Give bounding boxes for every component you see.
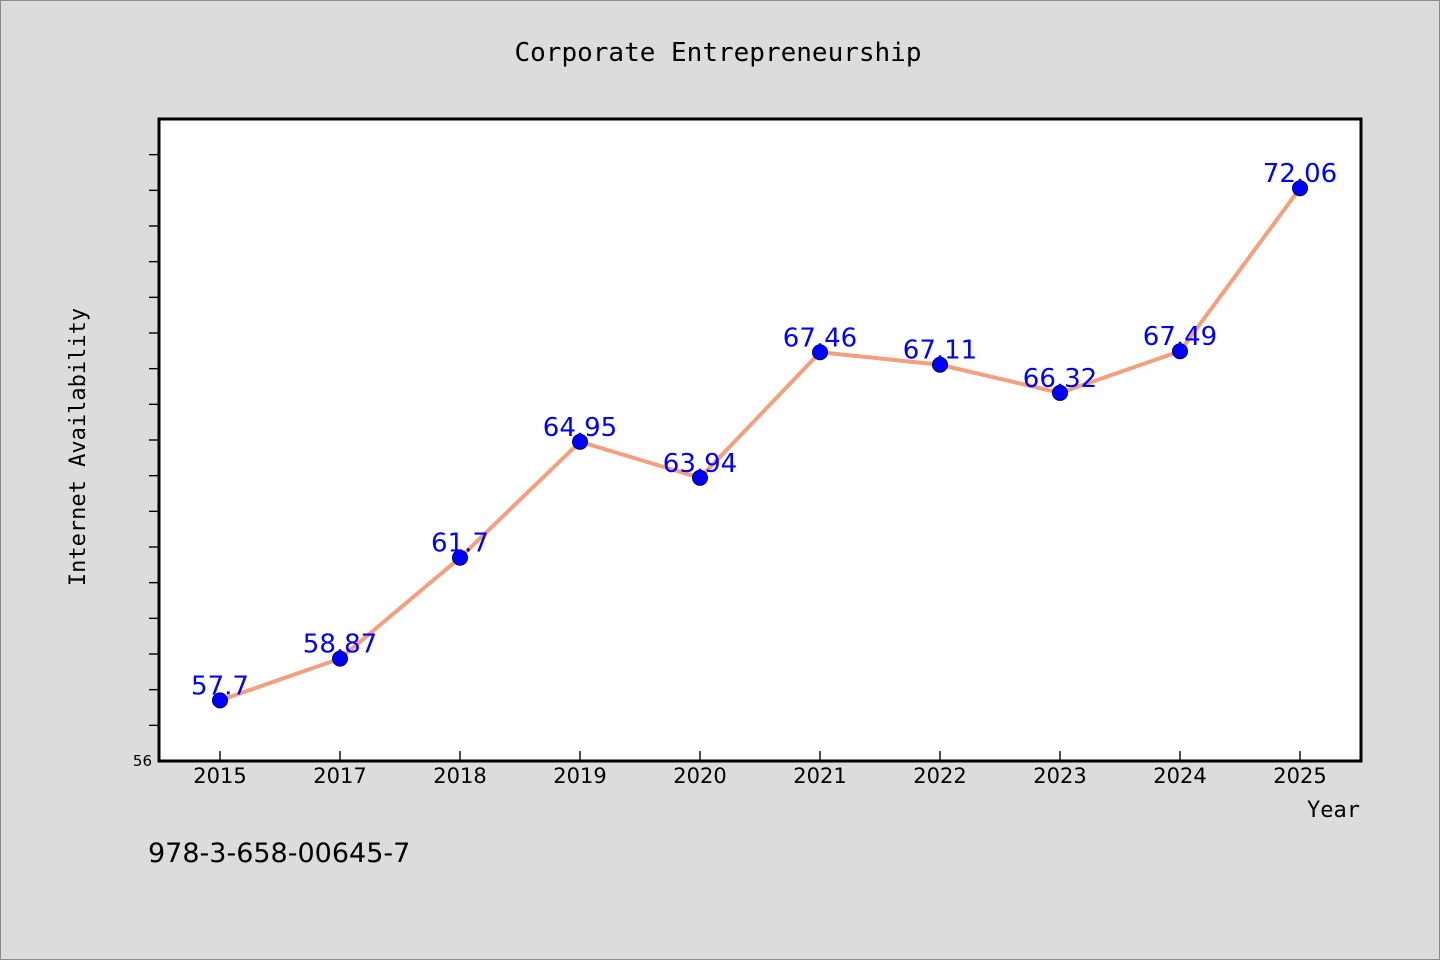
x-tick-label: 2024 (1153, 764, 1206, 788)
x-axis-label: Year (1307, 798, 1360, 823)
data-label: 67.49 (1143, 322, 1217, 352)
data-label: 61.7 (431, 529, 489, 559)
x-tick-label: 2015 (193, 764, 246, 788)
data-markers (212, 180, 1308, 709)
x-tick-label: 2020 (673, 764, 726, 788)
data-label: 72.06 (1263, 159, 1337, 189)
data-point (1052, 384, 1068, 401)
x-tick-label: 2021 (793, 764, 846, 788)
plot-area (157, 117, 1363, 763)
data-label: 57.7 (191, 671, 249, 701)
x-tick-label: 2019 (553, 764, 606, 788)
data-point (1172, 343, 1188, 360)
data-label: 64.95 (543, 413, 617, 443)
data-point (1292, 180, 1308, 197)
x-tick-label: 2017 (313, 764, 366, 788)
data-label: 67.46 (783, 323, 857, 353)
data-labels: 57.7 58.87 61.7 64.95 63.94 67.46 67.11 66.32 67… (191, 159, 1337, 701)
data-label: 63.94 (663, 449, 737, 479)
y-tick-label-min: 56 (133, 752, 152, 770)
x-axis-ticks: 2015 2017 2018 2019 2020 2021 2022 2023 2024 2025 (193, 751, 1327, 788)
y-axis-label: Internet Availability (66, 308, 91, 586)
data-label: 67.11 (903, 336, 977, 366)
x-tick-label: 2018 (433, 764, 486, 788)
x-tick-label: 2023 (1033, 764, 1086, 788)
data-point (692, 469, 708, 486)
data-label: 66.32 (1023, 364, 1097, 394)
series-line (218, 186, 1302, 703)
data-point (932, 356, 948, 373)
data-point (332, 650, 348, 667)
isbn-text: 978-3-658-00645-7 (148, 838, 410, 869)
data-point (212, 692, 228, 709)
chart-title: Corporate Entrepreneurship (515, 38, 922, 68)
data-point (452, 549, 468, 566)
x-tick-label: 2025 (1273, 764, 1326, 788)
data-label: 58.87 (303, 630, 377, 660)
x-tick-label: 2022 (913, 764, 966, 788)
data-point (812, 344, 828, 361)
data-point (572, 433, 588, 450)
y-axis-ticks (149, 153, 159, 727)
